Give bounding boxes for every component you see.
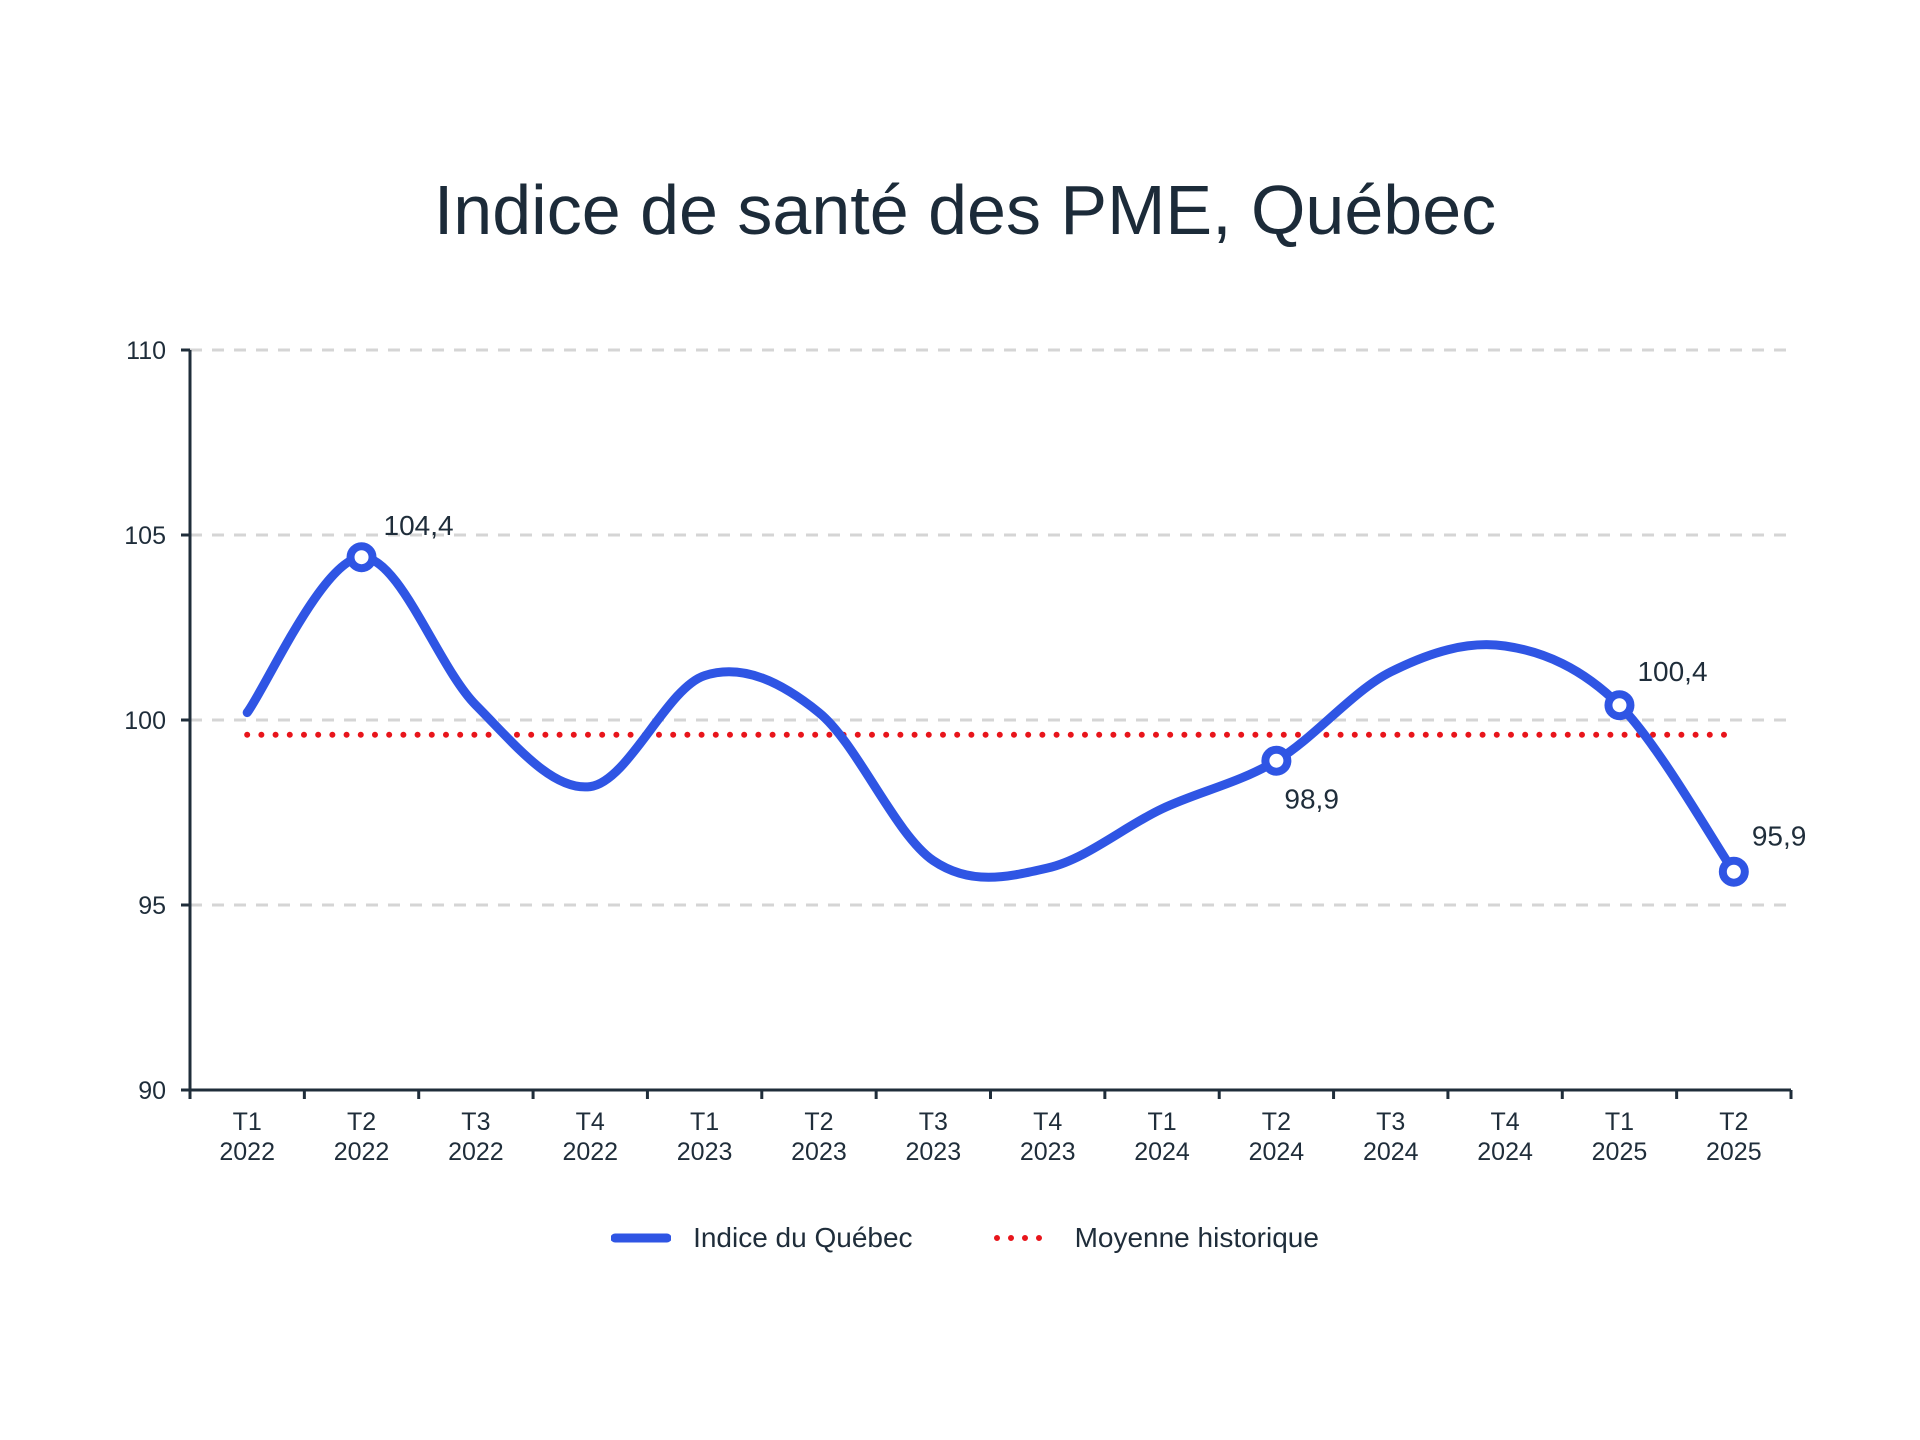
- x-tick-label: T2 2025: [1706, 1108, 1762, 1166]
- x-tick-label: T3 2023: [906, 1108, 962, 1166]
- legend-item-indice: Indice du Québec: [611, 1222, 913, 1254]
- y-tick-label: 105: [124, 522, 166, 550]
- data-label: 98,9: [1284, 784, 1339, 815]
- y-tick-label: 95: [138, 892, 166, 920]
- x-tick-label: T4 2023: [1020, 1108, 1076, 1166]
- x-tick-label: T1 2022: [219, 1108, 275, 1166]
- x-tick-label: T2 2022: [334, 1108, 390, 1166]
- y-tick-label: 100: [124, 707, 166, 735]
- legend-label: Moyenne historique: [1074, 1222, 1319, 1253]
- data-label: 104,4: [384, 510, 454, 541]
- x-tick-label: T4 2022: [562, 1108, 618, 1166]
- x-tick-label: T2 2023: [791, 1108, 847, 1166]
- x-tick-label: T1 2024: [1134, 1108, 1190, 1166]
- y-tick-label: 110: [126, 337, 166, 365]
- data-point-marker: [1604, 690, 1635, 721]
- chart-title: Indice de santé des PME, Québec: [433, 171, 1497, 249]
- legend-label: Indice du Québec: [693, 1222, 913, 1253]
- data-point-marker: [1261, 745, 1292, 776]
- legend-solid-line-swatch: [611, 1233, 672, 1243]
- y-tick-label: 90: [138, 1077, 166, 1105]
- data-point-marker: [1718, 856, 1749, 887]
- x-tick-label: T1 2023: [677, 1108, 733, 1166]
- x-tick-label: T4 2024: [1477, 1108, 1533, 1166]
- x-tick-label: T2 2024: [1249, 1108, 1305, 1166]
- series-indice-du-quebec: [242, 552, 1739, 882]
- data-label: 100,4: [1637, 656, 1707, 687]
- data-label: 95,9: [1752, 821, 1807, 852]
- data-point-marker: [346, 542, 377, 573]
- x-tick-label: T1 2025: [1592, 1108, 1648, 1166]
- x-tick-label: T3 2022: [448, 1108, 504, 1166]
- legend-dotted-line-swatch: [993, 1235, 1052, 1241]
- x-tick-label: T3 2024: [1363, 1108, 1419, 1166]
- legend-item-moyenne: Moyenne historique: [993, 1222, 1319, 1254]
- legend: Indice du Québec Moyenne historique: [0, 1222, 1920, 1254]
